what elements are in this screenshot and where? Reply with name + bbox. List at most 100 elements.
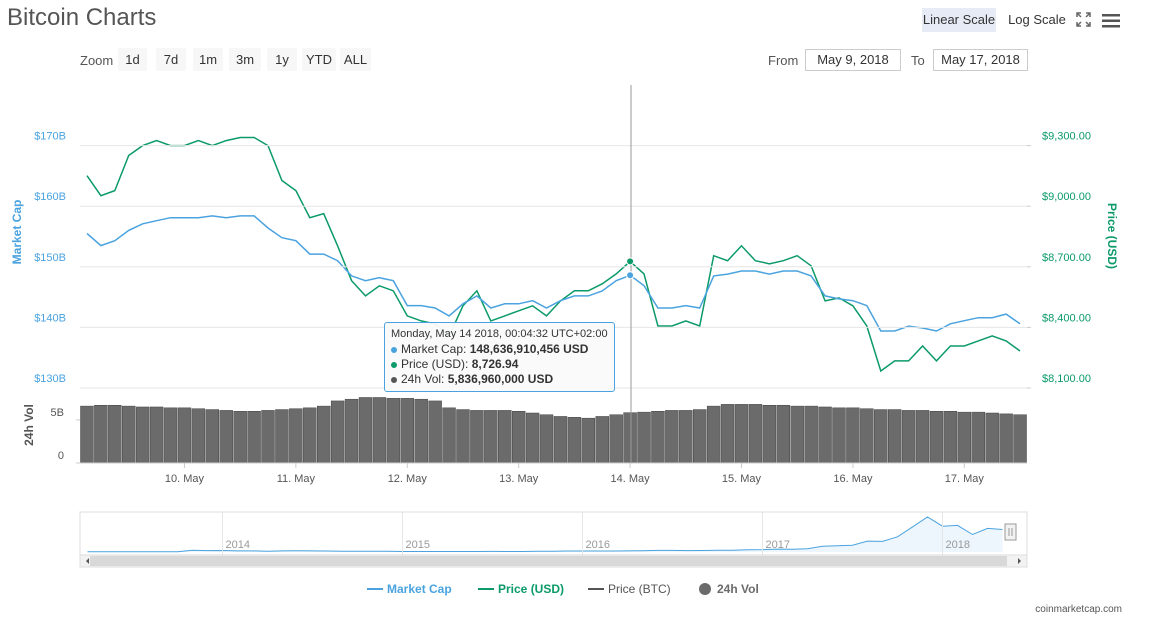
hover-marker xyxy=(626,257,635,266)
y-tick-label: $140B xyxy=(34,312,66,324)
volume-bar xyxy=(344,398,359,464)
tooltip-label: 24h Vol: xyxy=(401,372,445,386)
x-tick-label: 16. May xyxy=(833,473,873,485)
x-tick-label: 15. May xyxy=(722,473,762,485)
volume-bar xyxy=(860,408,874,464)
volume-bar xyxy=(484,410,498,464)
navigator-label: 2015 xyxy=(406,539,430,551)
hover-marker xyxy=(626,271,635,280)
volume-bar xyxy=(748,404,763,464)
legend-label[interactable]: Price (BTC) xyxy=(608,582,671,596)
volume-bar xyxy=(303,407,317,464)
navigator-label: 2016 xyxy=(586,539,610,551)
navigator-label: 2018 xyxy=(946,539,970,551)
volume-bar xyxy=(135,406,150,464)
from-input[interactable]: May 9, 2018 xyxy=(805,49,901,71)
legend-label[interactable]: Market Cap xyxy=(387,582,452,596)
y-tick-label: $150B xyxy=(34,252,66,264)
volume-bar xyxy=(971,411,985,464)
volume-bar xyxy=(456,409,470,464)
zoom-button[interactable]: YTD xyxy=(302,48,336,71)
zoom-button[interactable]: 1m xyxy=(193,48,223,71)
zoom-label: Zoom xyxy=(80,53,114,68)
volume-bar xyxy=(414,398,428,464)
toolbar-icons xyxy=(1076,12,1120,28)
volume-bar xyxy=(609,414,623,464)
scale-button[interactable]: Linear Scale xyxy=(922,8,996,32)
volume-bar xyxy=(275,409,289,464)
legend-label[interactable]: 24h Vol xyxy=(717,582,759,596)
tooltip-row: 24h Vol: 5,836,960,000 USD xyxy=(391,372,608,387)
volume-bar xyxy=(428,400,442,464)
fullscreen-icon[interactable] xyxy=(1076,12,1091,27)
tooltip-label: Market Cap: xyxy=(401,342,467,356)
zoom-button[interactable]: 1d xyxy=(118,48,147,71)
volume-bar xyxy=(163,407,178,464)
zoom-button[interactable]: ALL xyxy=(340,48,371,71)
x-tick-label: 12. May xyxy=(388,473,428,485)
x-tick-label: 17. May xyxy=(945,473,985,485)
navigator-label: 2017 xyxy=(766,539,790,551)
volume-bar xyxy=(94,404,108,464)
price-line xyxy=(86,215,1021,332)
zoom-button[interactable]: 1y xyxy=(267,48,297,71)
legend-label[interactable]: Price (USD) xyxy=(498,582,564,596)
x-tick-label: 13. May xyxy=(499,473,539,485)
tooltip: Monday, May 14 2018, 00:04:32 UTC+02:00 … xyxy=(384,322,615,392)
to-label: To xyxy=(911,53,925,68)
volume-bar xyxy=(219,410,233,464)
zoom-button[interactable]: 3m xyxy=(229,48,261,71)
volume-bar xyxy=(108,404,122,464)
volume-bar xyxy=(665,410,679,464)
y2-tick-label: $9,000.00 xyxy=(1042,191,1091,203)
volume-bar xyxy=(776,404,791,464)
volume-bar xyxy=(943,411,958,464)
y2-tick-label: $9,300.00 xyxy=(1042,131,1091,143)
volume-bar xyxy=(693,409,707,464)
volume-bar xyxy=(957,411,972,464)
volume-bar xyxy=(330,400,345,464)
handle-grip xyxy=(1008,528,1013,536)
tooltip-label: Price (USD): xyxy=(401,357,469,371)
to-input[interactable]: May 17, 2018 xyxy=(933,49,1028,71)
volume-bar xyxy=(901,410,916,464)
volume-bar xyxy=(762,404,777,464)
scale-button[interactable]: Log Scale xyxy=(1008,12,1066,27)
credit: coinmarketcap.com xyxy=(1035,604,1122,615)
menu-icon[interactable] xyxy=(1102,14,1120,28)
volume-bar xyxy=(804,405,818,464)
tooltip-row: Market Cap: 148,636,910,456 USD xyxy=(391,342,608,357)
volume-bar xyxy=(929,411,944,464)
navigator-line xyxy=(87,516,1003,553)
y-tick-label: $130B xyxy=(34,373,66,385)
volume-bar xyxy=(289,408,303,464)
price-line xyxy=(86,136,1021,373)
from-label: From xyxy=(768,53,799,68)
legend-symbol xyxy=(699,583,711,595)
volume-bar xyxy=(985,412,999,464)
volume-bar xyxy=(442,407,456,464)
volume-bar xyxy=(818,406,832,464)
y-axis-label: Market Cap xyxy=(10,200,24,265)
tooltip-value: 8,726.94 xyxy=(471,357,519,371)
volume-bar xyxy=(80,405,94,464)
volume-bar xyxy=(915,410,930,464)
volume-bar xyxy=(470,410,484,464)
scrollbar-thumb[interactable] xyxy=(90,556,1007,566)
volume-bar xyxy=(637,411,651,464)
volume-bar xyxy=(122,405,136,464)
volume-bar xyxy=(1013,414,1027,464)
volume-bar xyxy=(679,410,693,464)
zoom-button[interactable]: 7d xyxy=(156,48,186,71)
y-tick-label: 0 xyxy=(58,450,64,462)
y-tick-label: $160B xyxy=(34,191,66,203)
volume-bar xyxy=(581,417,596,464)
volume-bar xyxy=(247,411,261,464)
x-tick-label: 14. May xyxy=(611,473,651,485)
navigator-handle[interactable] xyxy=(1004,523,1017,541)
volume-bar xyxy=(191,408,206,464)
y2-tick-label: $8,400.00 xyxy=(1042,312,1091,324)
tooltip-row: Price (USD): 8,726.94 xyxy=(391,357,608,372)
navigator-label: 2014 xyxy=(226,539,250,551)
